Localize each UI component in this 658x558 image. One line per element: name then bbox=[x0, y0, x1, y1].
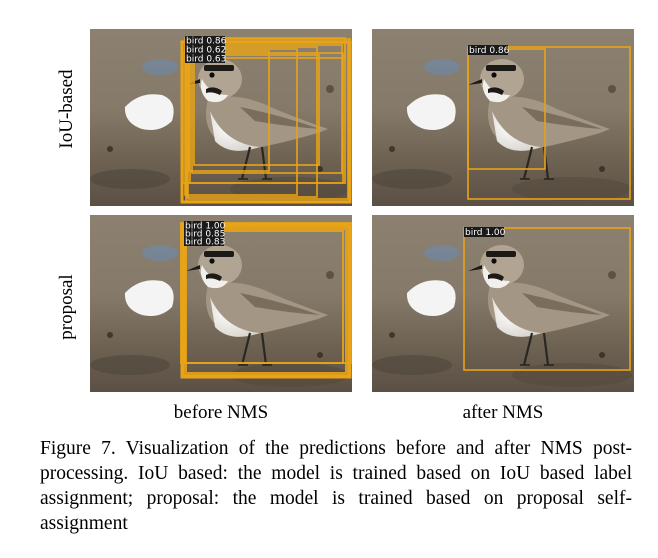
detection-label: bird 0.85 bbox=[185, 230, 225, 240]
detection-box bbox=[191, 44, 343, 174]
detection-label: bird 0.83 bbox=[185, 238, 225, 248]
detection-box bbox=[180, 40, 352, 204]
detection-image: bird 1.00 bbox=[372, 215, 634, 392]
detection-image: bird 1.00 bird 0.85 bird 0.83 bbox=[90, 215, 352, 392]
detection-label: bird 1.00 bbox=[465, 228, 506, 238]
panel-proposal-before-nms: bird 1.00 bird 0.85 bird 0.83 bbox=[90, 215, 352, 392]
detection-box bbox=[184, 230, 344, 364]
row-label-proposal: proposal bbox=[56, 274, 77, 340]
detection-box bbox=[185, 228, 347, 374]
detection-box bbox=[463, 227, 631, 371]
column-label-before-nms: before NMS bbox=[173, 402, 269, 423]
panel-proposal-after-nms: bird 1.00 bbox=[372, 215, 634, 392]
detection-box bbox=[193, 54, 320, 166]
column-label-after-nms: after NMS bbox=[462, 402, 544, 423]
detection-box bbox=[184, 48, 298, 196]
detection-label: bird 0.86 bbox=[469, 46, 510, 56]
detection-image: bird 0.86 bird 0.62 bird 0.63 bbox=[90, 29, 352, 206]
detection-label: bird 0.86 bbox=[186, 37, 227, 47]
detection-box bbox=[183, 226, 349, 376]
row-label-iou-based: IoU-based bbox=[56, 69, 77, 149]
detection-label: bird 0.63 bbox=[186, 55, 226, 65]
figure-caption: Figure 7. Visualization of the predictio… bbox=[40, 438, 632, 534]
panel-iou-after-nms: bird 0.86 bbox=[372, 29, 634, 206]
detection-box bbox=[180, 223, 352, 379]
detection-image: bird 0.86 bbox=[372, 29, 634, 206]
panel-iou-before-nms: bird 0.86 bird 0.62 bird 0.63 bbox=[90, 29, 352, 206]
detection-box bbox=[186, 46, 318, 198]
detection-label: bird 0.62 bbox=[186, 46, 226, 56]
detection-label: bird 1.00 bbox=[185, 222, 226, 232]
detection-box bbox=[188, 50, 270, 172]
